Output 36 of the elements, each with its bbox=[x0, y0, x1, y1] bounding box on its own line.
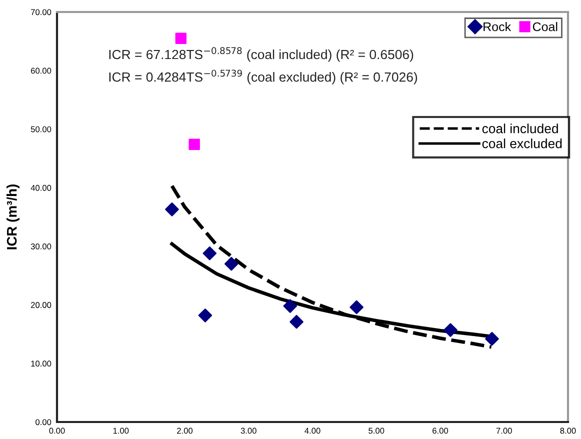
point bbox=[202, 246, 217, 260]
y-tick-label: 30.00 bbox=[30, 243, 52, 250]
point bbox=[188, 138, 200, 150]
point bbox=[350, 300, 364, 314]
x-tick-label: 7.00 bbox=[496, 428, 512, 434]
x-tick-label: 8.00 bbox=[560, 428, 576, 434]
legend-label: Coal bbox=[532, 22, 558, 32]
y-tick-label: 50.00 bbox=[30, 126, 52, 132]
point bbox=[444, 323, 458, 337]
x-tick-label: 2.00 bbox=[177, 428, 193, 434]
x-tick-label: 3.00 bbox=[240, 428, 256, 434]
y-tick-label: 40.00 bbox=[30, 184, 52, 191]
point bbox=[175, 32, 187, 44]
point bbox=[198, 308, 212, 322]
y-tick-label: 0.00 bbox=[36, 419, 52, 426]
legend-label: coal included bbox=[482, 124, 558, 134]
legend-label: Rock bbox=[484, 22, 512, 32]
y-tick-label: 10.00 bbox=[31, 360, 52, 367]
y-tick-label: 70.00 bbox=[31, 9, 52, 16]
point bbox=[290, 314, 304, 329]
point bbox=[485, 332, 499, 346]
point bbox=[165, 202, 179, 216]
x-tick-label: 0.00 bbox=[49, 428, 65, 434]
y-tick-label: 60.00 bbox=[31, 68, 52, 74]
x-tick-label: 4.00 bbox=[304, 428, 320, 434]
x-tick-label: 1.00 bbox=[113, 428, 129, 434]
point bbox=[283, 299, 298, 313]
annotation: ICR = 0.4284TS$^{−0.5739}$ (coal excluded) (R² = 0.7026) bbox=[109, 70, 418, 84]
y-tick-label: 20.00 bbox=[31, 302, 52, 308]
x-tick-label: 6.00 bbox=[432, 428, 448, 434]
legend-label: coal excluded bbox=[482, 138, 562, 148]
annotation: ICR = 67.128TS$^{−0.8578}$ (coal included) (R² = 0.6506) bbox=[109, 47, 414, 62]
y-axis-title: ICR (m³/h) bbox=[6, 184, 20, 250]
x-tick-label: 5.00 bbox=[368, 428, 384, 434]
point bbox=[224, 256, 238, 271]
line-series bbox=[170, 184, 494, 349]
